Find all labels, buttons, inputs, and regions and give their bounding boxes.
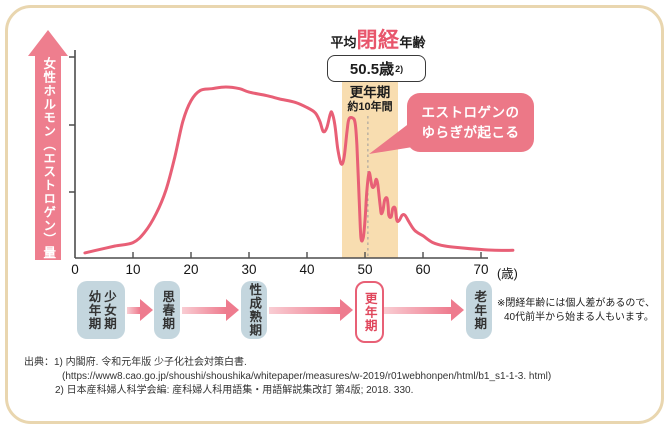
y-axis-arrow-shaft: 女性ホルモン（エストロゲン）量 [35,56,61,260]
menopause-age-value: 50.5歳 [349,61,395,78]
source-line3: 2) 日本産科婦人科学会編: 産科婦人科用語集・用語解説集改訂 第4版; 201… [55,385,414,397]
callout-tail-icon [369,122,419,154]
source-citations: 出典：1) 内閣府. 令和元年版 少子化社会対策白書. (https://www… [24,356,551,399]
x-tick-10: 10 [125,262,141,277]
band-label-line1: 更年期 [349,85,391,100]
heading-suffix: 年齢 [399,35,426,50]
average-menopause-age-heading: 平均 閉経 年齢 [318,30,438,51]
y-axis-arrow: 女性ホルモン（エストロゲン）量 [28,30,68,260]
estrogen-curve [83,85,515,255]
note-line2: 40代前半から始まる人もいます。 [504,312,654,323]
stage-label-girlhood: 少女期 [102,289,116,331]
stage-arrow-4 [384,299,464,321]
estrogen-fluctuation-callout: エストロゲンの ゆらぎが起こる [407,93,534,152]
x-tick-70: 70 [473,262,489,277]
x-tick-60: 60 [415,262,431,277]
stage-box-menopause: 更年期 [355,281,384,343]
right-arrow-icon [451,299,464,321]
stage-label-childhood: 幼年期 [86,289,101,331]
note-line1: ※閉経年齢には個人差があるので、 [497,298,655,309]
stage-arrow-1 [127,299,153,321]
stage-arrow-3 [269,299,353,321]
stage-label-menopause: 更年期 [362,291,377,333]
heading-prefix: 平均 [330,35,357,50]
callout-line2: ゆらぎが起こる [421,124,520,140]
stage-box-senescence: 老年期 [466,281,492,339]
individual-difference-note: ※閉経年齢には個人差があるので、 40代前半から始まる人もいます。 [497,297,655,325]
heading-highlight: 閉経 [356,29,400,52]
x-tick-50: 50 [357,262,373,277]
y-axis-ticks [69,56,75,193]
x-tick-20: 20 [183,262,199,277]
right-arrow-icon [140,299,153,321]
x-axis-unit: (歳) [497,267,518,281]
stage-label-senescence: 老年期 [472,289,487,331]
stage-box-puberty: 思春期 [154,281,180,339]
x-axis-ticks [132,252,482,258]
stage-arrow-2 [182,299,239,321]
menopause-age-value-box: 50.5歳 2) [327,55,426,82]
source-line2: (https://www8.cao.go.jp/shoushi/shoushik… [62,371,552,383]
x-tick-0: 0 [71,262,79,277]
y-axis-label: 女性ホルモン（エストロゲン）量 [41,56,56,260]
right-arrow-icon [340,299,353,321]
stage-box-childhood-girlhood: 幼年期 少女期 [77,281,125,339]
menopause-band [342,82,398,258]
band-label: 更年期 約10年間 [332,85,408,113]
callout-line1: エストロゲンの [421,104,520,120]
stage-label-maturity: 性成熟期 [247,283,262,337]
x-tick-30: 30 [241,262,257,277]
x-tick-40: 40 [299,262,315,277]
stage-box-maturity: 性成熟期 [241,281,267,339]
menopause-age-superscript: 2) [395,63,404,74]
up-arrow-icon [28,30,68,56]
band-label-line2: 約10年間 [347,100,393,113]
source-line1: 出典：1) 内閣府. 令和元年版 少子化社会対策白書. [24,357,247,368]
stage-label-puberty: 思春期 [160,289,175,331]
right-arrow-icon [226,299,239,321]
